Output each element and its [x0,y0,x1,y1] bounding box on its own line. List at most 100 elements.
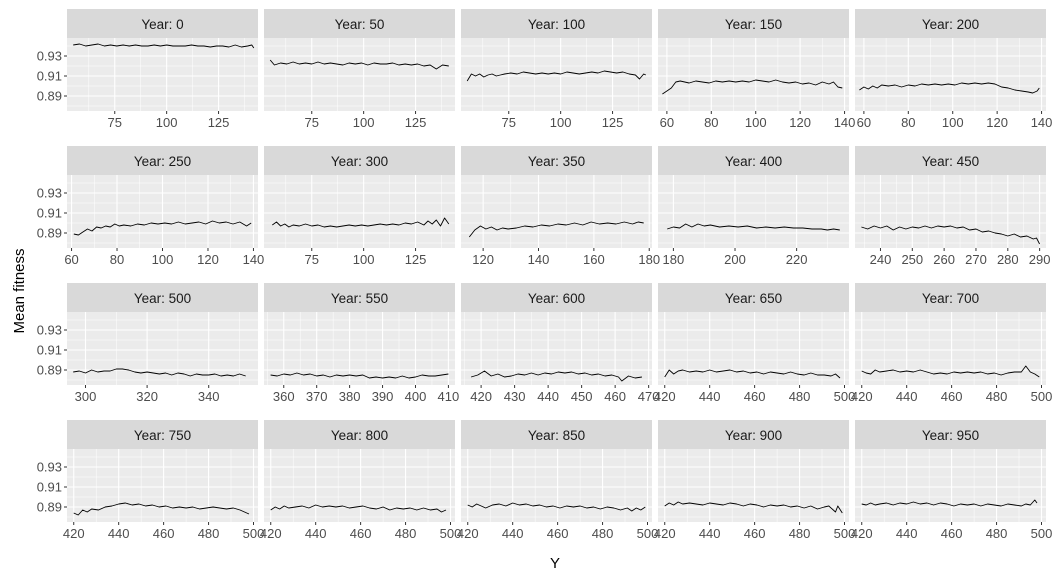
x-tick-label: 140 [528,252,550,267]
facet-panel-year-750: Year: 750 420 440 460 480 500 0.89 0.91 0.93 [37,420,265,541]
x-tick-label: 140 [1031,115,1053,130]
x-tick-label: 460 [941,526,963,541]
series-line [861,365,1040,378]
y-tick-label: 0.91 [37,69,62,84]
panel-background [264,38,455,111]
panel-background [855,449,1046,522]
facet-panel-year-700: Year: 700 420 440 460 480 500 [851,283,1052,404]
x-tick-label: 480 [395,526,417,541]
facet-strip-label: Year: 100 [528,17,585,32]
x-tick-label: 470 [638,389,660,404]
facet-strip [855,9,1046,38]
facet-strip [67,146,258,175]
facet-strip [461,283,652,312]
facet-strip [67,9,258,38]
x-tick-label: 120 [789,115,811,130]
x-tick-label: 480 [986,526,1008,541]
x-tick-label: 440 [699,526,721,541]
facet-panel-year-850: Year: 850 420 440 460 480 500 [457,420,658,541]
facet-strip-label: Year: 50 [335,17,385,32]
facet-panel-year-400: Year: 400 180 200 220 [658,146,849,267]
panel-background [264,175,455,248]
x-tick-label: 500 [440,526,462,541]
facet-strip-label: Year: 650 [725,291,782,306]
y-tick-label: 0.89 [37,363,62,378]
x-tick-label: 100 [942,115,964,130]
x-tick-label: 460 [744,389,766,404]
y-tick-label: 0.91 [37,343,62,358]
x-tick-label: 500 [637,526,659,541]
x-tick-label: 460 [153,526,175,541]
y-tick-label: 0.91 [37,206,62,221]
facet-strip [67,283,258,312]
x-tick-label: 80 [901,115,915,130]
facet-panel-year-650: Year: 650 420 440 460 480 500 [654,283,855,404]
x-tick-label: 290 [1029,252,1051,267]
x-tick-label: 260 [933,252,955,267]
series-line [466,70,646,82]
y-axis-title: Mean fitness [11,248,28,333]
x-tick-label: 270 [965,252,987,267]
facet-strip-label: Year: 600 [528,291,585,306]
y-tick-label: 0.93 [37,323,62,338]
x-tick-label: 100 [550,115,572,130]
facet-panel-year-950: Year: 950 420 440 460 480 500 [851,420,1052,541]
facet-strip-label: Year: 800 [331,428,388,443]
x-tick-label: 125 [405,252,427,267]
y-tick-label: 0.93 [37,460,62,475]
x-tick-label: 500 [834,526,856,541]
x-tick-label: 500 [243,526,265,541]
facet-strip [658,146,849,175]
x-tick-label: 60 [660,115,674,130]
y-tick-label: 0.93 [37,186,62,201]
x-tick-label: 420 [260,526,282,541]
y-tick-label: 0.89 [37,500,62,515]
series-line [468,221,644,238]
facet-strip-label: Year: 500 [134,291,191,306]
y-tick-label: 0.93 [37,49,62,64]
series-line [73,368,246,377]
x-tick-label: 440 [305,526,327,541]
x-tick-label: 440 [502,526,524,541]
facet-strip [461,9,652,38]
series-line [861,499,1038,507]
facet-strip [461,420,652,449]
facet-strip [264,283,455,312]
series-line [269,59,449,70]
x-tick-label: 125 [208,115,230,130]
x-tick-label: 75 [305,115,319,130]
series-line [73,43,255,49]
series-line [662,79,843,95]
x-tick-label: 440 [896,526,918,541]
x-tick-label: 340 [198,389,220,404]
facet-strip [264,9,455,38]
x-tick-label: 480 [789,526,811,541]
x-tick-label: 420 [851,526,873,541]
facet-strip [658,283,849,312]
x-tick-label: 420 [654,526,676,541]
panel-background [658,175,849,248]
series-line [470,370,642,382]
x-tick-label: 75 [108,115,122,130]
x-tick-label: 100 [152,252,174,267]
x-tick-label: 420 [851,389,873,404]
series-line [272,217,450,228]
x-tick-label: 420 [457,526,479,541]
series-line [467,502,646,512]
facet-panel-year-150: Year: 150 60 80 100 120 140 [658,9,855,130]
series-line [664,501,843,514]
x-tick-label: 120 [986,115,1008,130]
x-tick-label: 430 [504,389,526,404]
x-tick-label: 500 [1031,526,1053,541]
facet-strip-label: Year: 150 [725,17,782,32]
panel-background [855,175,1046,248]
x-tick-label: 440 [108,526,130,541]
x-tick-label: 450 [571,389,593,404]
x-tick-label: 60 [64,252,78,267]
x-tick-label: 100 [745,115,767,130]
facet-strip-label: Year: 250 [134,154,191,169]
panel-background [658,312,849,385]
x-tick-label: 390 [372,389,394,404]
x-tick-label: 480 [198,526,220,541]
y-tick-label: 0.89 [37,226,62,241]
